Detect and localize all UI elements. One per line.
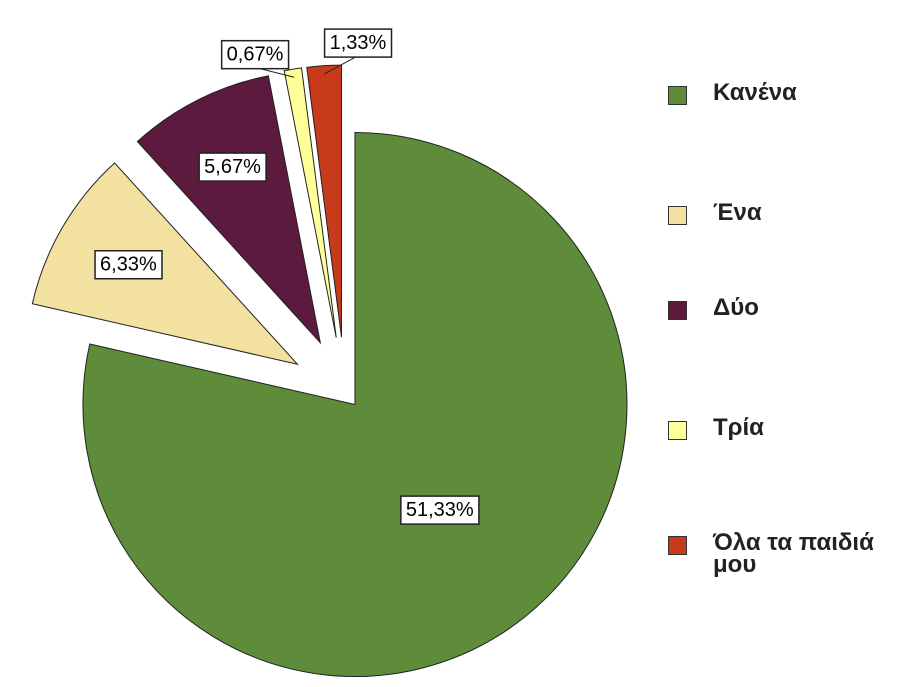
pie-slice <box>136 75 322 345</box>
label-box <box>323 28 393 58</box>
pie-slice <box>82 132 628 677</box>
legend-item: Ένα <box>668 199 912 226</box>
legend-swatch <box>668 206 687 225</box>
label-box <box>400 495 480 525</box>
data-label-text: 51,33% <box>406 499 474 521</box>
data-label-text: 6,33% <box>100 254 157 276</box>
legend-item: Τρία <box>668 414 912 441</box>
legend-label: Όλα τα παιδιά μου <box>713 529 874 578</box>
data-label-text: 5,67% <box>204 156 261 178</box>
data-label: 6,33% <box>94 249 163 280</box>
legend-item: Όλα τα παιδιά μου <box>668 529 912 578</box>
label-box <box>220 39 290 70</box>
legend-swatch <box>668 301 687 320</box>
legend-swatch <box>668 536 687 555</box>
label-box <box>198 152 267 182</box>
legend-label: Δύο <box>713 294 759 321</box>
data-label-text: 0,67% <box>227 44 284 66</box>
leader-line <box>324 55 359 75</box>
legend-label: Κανένα <box>713 79 797 106</box>
legend-swatch <box>668 86 687 105</box>
data-label: 51,33% <box>400 495 480 525</box>
legend-label: Ένα <box>713 199 762 226</box>
data-label: 0,67% <box>220 39 290 70</box>
data-label: 5,67% <box>198 152 267 182</box>
legend-item: Κανένα <box>668 79 912 106</box>
data-label: 1,33% <box>323 28 393 58</box>
legend-item: Δύο <box>668 294 912 321</box>
pie-slice <box>31 162 299 366</box>
data-label-text: 1,33% <box>330 32 387 54</box>
label-box <box>94 249 163 280</box>
legend-swatch <box>668 421 687 440</box>
legend-label: Τρία <box>713 414 764 441</box>
pie-slice <box>283 67 337 338</box>
